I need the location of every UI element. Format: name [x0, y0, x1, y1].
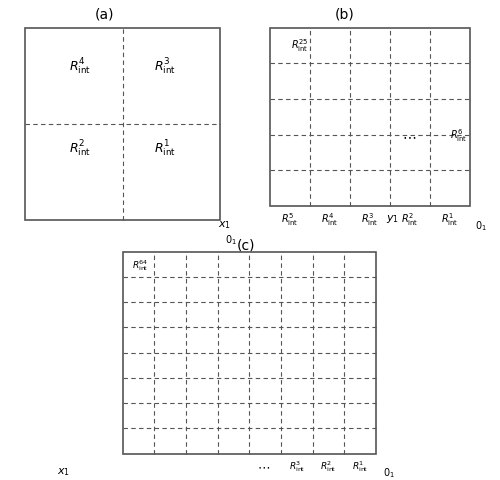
Text: $\cdots$: $\cdots$ [402, 129, 416, 143]
Text: $R_{\mathrm{int}}^{3}$: $R_{\mathrm{int}}^{3}$ [154, 57, 176, 77]
Text: $0_1$: $0_1$ [382, 466, 394, 480]
Text: $R_{\mathrm{int}}^{3}$: $R_{\mathrm{int}}^{3}$ [361, 211, 379, 228]
Text: (a): (a) [95, 7, 115, 21]
Text: $R_{\mathrm{int}}^{25}$: $R_{\mathrm{int}}^{25}$ [291, 37, 309, 54]
Text: $R_{\mathrm{int}}^{2}$: $R_{\mathrm{int}}^{2}$ [401, 211, 419, 228]
Text: $R_{\mathrm{int}}^{2}$: $R_{\mathrm{int}}^{2}$ [320, 458, 336, 473]
Text: $R_{\mathrm{int}}^{2}$: $R_{\mathrm{int}}^{2}$ [69, 139, 91, 159]
Text: $R_{\mathrm{int}}^{1}$: $R_{\mathrm{int}}^{1}$ [441, 211, 459, 228]
Text: $R_{\mathrm{int}}^{64}$: $R_{\mathrm{int}}^{64}$ [132, 258, 148, 273]
Text: $R_{\mathrm{int}}^{4}$: $R_{\mathrm{int}}^{4}$ [69, 57, 91, 77]
Text: $R_{\mathrm{int}}^{6}$: $R_{\mathrm{int}}^{6}$ [450, 127, 468, 144]
Text: $x_1$: $x_1$ [58, 466, 70, 478]
Text: $0_1$: $0_1$ [475, 218, 487, 232]
Text: $x_1$: $x_1$ [218, 218, 232, 230]
Text: $R_{\mathrm{int}}^{5}$: $R_{\mathrm{int}}^{5}$ [281, 211, 299, 228]
Text: $R_{\mathrm{int}}^{1}$: $R_{\mathrm{int}}^{1}$ [352, 458, 368, 473]
Text: (c): (c) [237, 238, 256, 252]
Text: $R_{\mathrm{int}}^{1}$: $R_{\mathrm{int}}^{1}$ [154, 139, 176, 159]
Text: $R_{\mathrm{int}}^{3}$: $R_{\mathrm{int}}^{3}$ [288, 458, 305, 473]
Text: $\cdots$: $\cdots$ [258, 459, 270, 472]
Text: $0_1$: $0_1$ [225, 233, 237, 247]
Text: $R_{\mathrm{int}}^{4}$: $R_{\mathrm{int}}^{4}$ [321, 211, 339, 228]
Text: (b): (b) [335, 7, 355, 21]
Text: $y_1$: $y_1$ [386, 213, 399, 224]
